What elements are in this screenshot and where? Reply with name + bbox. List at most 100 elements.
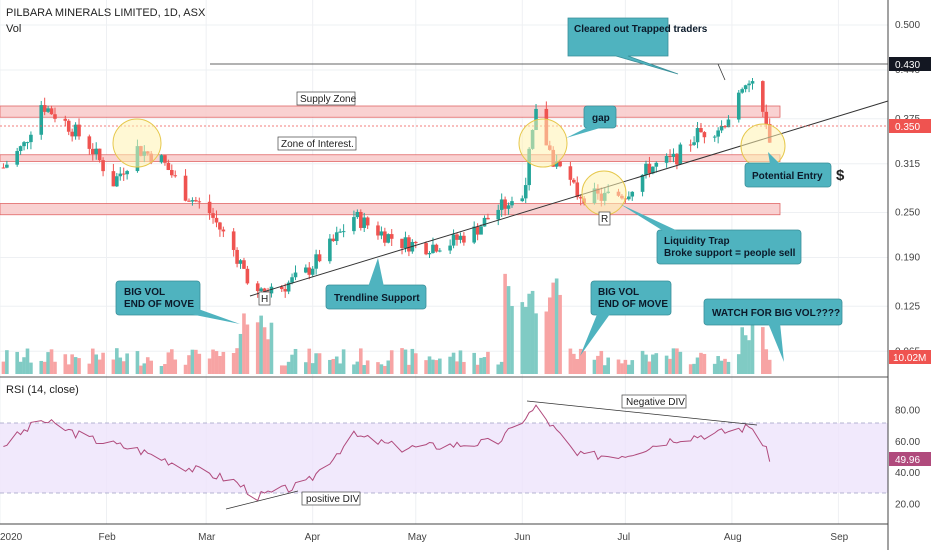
volume-bar — [149, 360, 153, 374]
callout-entry-text: Potential Entry — [752, 171, 823, 182]
candle-body — [712, 136, 717, 138]
volume-bar — [214, 351, 219, 374]
candle-body — [101, 160, 105, 172]
candle-body — [407, 237, 411, 252]
volume-bar — [341, 349, 346, 374]
volume-bar — [671, 348, 676, 374]
volume-bar — [46, 352, 50, 374]
candle-body — [379, 231, 384, 236]
volume-bar — [630, 360, 635, 374]
volume-bar — [125, 353, 129, 374]
volume-bar — [692, 363, 696, 374]
candle-body — [331, 238, 336, 242]
callout-cleared-trapped[interactable]: Cleared out Trapped traders — [567, 17, 708, 75]
callout-gap-text: gap — [592, 113, 610, 124]
volume-bar — [438, 358, 442, 374]
volume-bar — [699, 352, 703, 374]
candle-body — [53, 114, 57, 119]
volume-bar — [523, 306, 528, 374]
candle-body — [520, 198, 525, 202]
time-tick-label: Jun — [514, 532, 530, 543]
volume-bar — [111, 359, 116, 374]
volume-bar — [651, 354, 655, 374]
volume-bar — [22, 357, 26, 374]
volume-bar — [506, 286, 511, 374]
volume-bar — [66, 364, 71, 374]
rsi-tick-label: 40.00 — [895, 468, 920, 479]
time-axis[interactable]: 2020 Feb Mar Apr May Jun Jul Aug Sep — [0, 532, 849, 543]
volume-bar — [235, 348, 239, 374]
volume-bar — [386, 360, 391, 374]
volume-bar — [627, 364, 631, 374]
callout-watch-big-vol[interactable]: WATCH FOR BIG VOL???? — [703, 298, 843, 362]
volume-bar — [90, 348, 95, 374]
rsi-label: RSI (14, close) — [6, 384, 79, 396]
callout-trap-line2: Broke support = people sell — [664, 248, 796, 259]
candle-body — [386, 234, 391, 243]
callout-liquidity-trap[interactable]: Liquidity Trap Broke support = people se… — [620, 204, 802, 265]
low-marker-box — [258, 291, 271, 306]
callout-big-vol-2[interactable]: BIG VOL END OF MOVE — [580, 280, 672, 356]
volume-bar — [668, 358, 672, 374]
volume-bar — [596, 355, 600, 374]
rsi-axis[interactable]: 80.00 60.00 40.00 20.00 — [895, 406, 920, 511]
candle-body — [688, 144, 693, 146]
candle-body — [214, 217, 219, 223]
candle-body — [743, 85, 748, 90]
price-tick-label: 0.190 — [895, 253, 920, 264]
volume-label: Vol — [6, 23, 21, 35]
callout-trendline[interactable]: Trendline Support — [325, 258, 427, 310]
highlight-circle-1 — [112, 118, 162, 168]
candle-body — [97, 148, 102, 161]
candle-body — [231, 231, 236, 250]
volume-bar — [413, 353, 418, 374]
highlight-circle-trap — [581, 170, 627, 216]
volume-bar — [94, 354, 99, 374]
callout-bigvol2-line1: BIG VOL — [598, 287, 639, 298]
volume-bar — [73, 357, 78, 374]
volume-bar — [42, 361, 47, 374]
volume-bar — [279, 365, 284, 374]
volume-bar — [534, 313, 538, 374]
trendline-support[interactable] — [249, 100, 889, 297]
candle-body — [290, 277, 294, 283]
last-price-badge-bg — [889, 119, 931, 133]
volume-bar — [644, 354, 648, 374]
volume-bar — [1, 361, 6, 374]
volume-bar — [400, 348, 404, 374]
volume-bar — [620, 363, 624, 374]
volume-bar — [53, 361, 57, 374]
candle-body — [262, 288, 267, 292]
volume-badge: 10.02M — [893, 353, 926, 364]
zone-rect[interactable] — [0, 105, 781, 118]
volume-bar — [726, 361, 731, 374]
candle-body — [726, 119, 731, 128]
volume-bar — [606, 357, 610, 374]
volume-bar — [499, 361, 504, 374]
callout-gap[interactable]: gap — [566, 105, 617, 138]
volume-bar — [767, 359, 772, 374]
rsi-value-badge: 49.96 — [895, 455, 920, 466]
candle-body — [314, 254, 318, 269]
callout-big-vol-1[interactable]: BIG VOL END OF MOVE — [115, 280, 240, 324]
volume-bar — [747, 340, 751, 374]
volume-bar — [544, 311, 549, 374]
volume-bar — [115, 348, 119, 374]
candle-body — [5, 164, 9, 168]
zone-rect[interactable] — [0, 203, 781, 216]
volume-bar — [170, 349, 174, 374]
zone-of-interest-label: Zone of Interest. — [281, 139, 354, 150]
volume-bar — [712, 363, 717, 374]
candle-body — [341, 231, 346, 233]
positive-div-box — [301, 491, 361, 506]
candle-body — [207, 201, 212, 214]
candle-body — [269, 286, 274, 294]
positive-div-label: positive DIV — [306, 494, 360, 505]
candle-body — [575, 182, 580, 198]
candle-body — [534, 108, 538, 130]
volume-bar — [121, 361, 126, 374]
callout-potential-entry[interactable]: Potential Entry — [744, 152, 832, 188]
volume-bar — [29, 362, 33, 374]
candle-body — [293, 272, 298, 278]
